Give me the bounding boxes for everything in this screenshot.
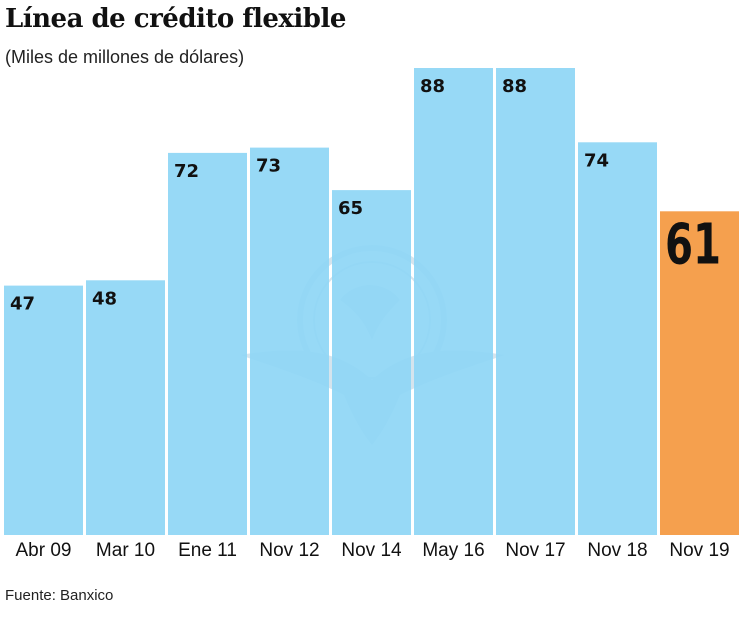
bar-value-label: 72 — [174, 161, 199, 182]
x-tick-label: Nov 19 — [669, 540, 729, 561]
bar-nov-18 — [578, 142, 657, 536]
bar-value-label: 61 — [665, 212, 721, 277]
bar-mar-10 — [86, 280, 165, 535]
bar-nov-14 — [332, 190, 411, 535]
bar-value-label: 88 — [420, 76, 445, 97]
x-tick-label: Nov 12 — [259, 540, 319, 561]
x-tick-label: Ene 11 — [178, 540, 237, 561]
bar-nov-17 — [496, 68, 575, 535]
x-tick-label: Abr 09 — [16, 540, 72, 561]
x-tick-label: Nov 18 — [587, 540, 647, 561]
bar-value-label: 73 — [256, 156, 281, 177]
bar-value-label: 48 — [92, 288, 117, 309]
bar-nov-12 — [250, 147, 329, 535]
bar-value-label: 65 — [338, 198, 363, 219]
bar-nov-19 — [660, 211, 739, 536]
chart-source: Fuente: Banxico — [5, 587, 114, 604]
bar-ene-11 — [168, 152, 247, 535]
x-tick-label: Nov 17 — [505, 540, 565, 561]
chart-title: Línea de crédito flexible — [5, 4, 346, 34]
x-tick-label: Nov 14 — [341, 540, 402, 561]
bar-value-label: 74 — [584, 150, 609, 171]
x-tick-label: Mar 10 — [96, 540, 155, 561]
bar-value-label: 88 — [502, 76, 527, 97]
bar-abr-09 — [4, 285, 83, 535]
bar-may-16 — [414, 68, 493, 535]
chart-subtitle: (Miles de millones de dólares) — [5, 47, 245, 67]
bar-value-label: 47 — [10, 294, 35, 315]
x-tick-label: May 16 — [422, 540, 484, 561]
